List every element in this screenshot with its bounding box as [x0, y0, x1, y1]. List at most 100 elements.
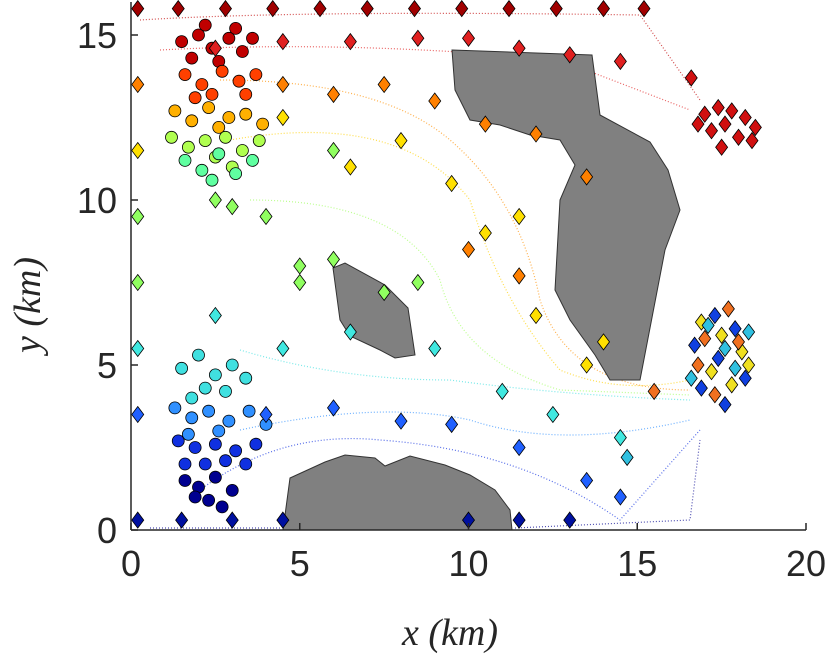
point: [225, 358, 239, 372]
point: [478, 115, 492, 133]
point: [647, 382, 661, 401]
point: [728, 359, 742, 377]
point: [691, 356, 705, 374]
point: [408, 0, 421, 18]
point: [212, 121, 226, 134]
point: [563, 46, 577, 64]
point: [195, 78, 209, 91]
point: [711, 98, 725, 117]
point: [701, 316, 715, 335]
point: [131, 405, 145, 424]
point: [219, 384, 232, 398]
point: [175, 361, 189, 375]
point: [198, 18, 212, 32]
point: [708, 386, 722, 404]
point: [377, 75, 391, 94]
point: [495, 382, 509, 401]
point: [202, 404, 216, 418]
point: [192, 28, 205, 42]
point: [462, 29, 475, 47]
y-tick-label: 0: [97, 510, 117, 551]
point: [229, 444, 243, 458]
point: [181, 140, 195, 154]
point: [327, 250, 340, 269]
point: [249, 68, 263, 81]
point: [613, 488, 627, 506]
point: [411, 29, 425, 47]
marks: [131, 0, 762, 529]
point: [597, 333, 610, 351]
x-tick-label: 5: [290, 543, 310, 584]
point: [131, 75, 145, 94]
point: [327, 85, 340, 104]
point: [256, 117, 270, 131]
point: [188, 441, 202, 454]
point: [708, 306, 722, 325]
point: [259, 207, 273, 226]
point: [205, 173, 219, 187]
point: [178, 153, 192, 167]
point: [131, 0, 145, 18]
x-tick-label: 0: [121, 543, 141, 584]
point: [343, 323, 357, 341]
point: [198, 134, 212, 148]
point: [232, 74, 246, 88]
point: [178, 474, 192, 487]
point: [215, 64, 229, 78]
point: [705, 362, 718, 381]
point: [738, 369, 752, 387]
point: [205, 88, 219, 101]
point: [738, 108, 752, 127]
point: [613, 52, 627, 71]
point: [178, 457, 192, 471]
point: [212, 424, 226, 438]
y-axis-label: y (km): [7, 257, 49, 357]
point: [327, 141, 340, 160]
point: [239, 457, 253, 471]
point: [246, 31, 259, 45]
point: [131, 511, 145, 529]
point: [208, 191, 222, 209]
point: [688, 336, 702, 354]
point: [276, 32, 290, 51]
point: [529, 125, 543, 143]
point: [219, 130, 232, 144]
point: [580, 356, 594, 374]
point: [195, 163, 209, 177]
point: [188, 91, 202, 105]
point: [445, 174, 459, 193]
point: [445, 415, 459, 434]
point: [276, 511, 290, 529]
point: [462, 240, 475, 259]
x-tick-label: 20: [786, 543, 826, 584]
point: [225, 197, 239, 216]
point: [718, 339, 732, 358]
point: [546, 405, 560, 424]
point: [212, 147, 226, 161]
point: [705, 122, 718, 140]
point: [242, 404, 256, 418]
point: [202, 493, 216, 507]
point: [225, 483, 239, 497]
point: [715, 326, 729, 344]
point: [208, 470, 222, 484]
point: [178, 68, 192, 81]
point: [293, 273, 307, 292]
point: [225, 511, 239, 529]
point: [732, 333, 745, 351]
point: [198, 381, 212, 395]
point: [222, 31, 236, 45]
x-tick-label: 10: [448, 543, 488, 584]
point: [711, 349, 725, 368]
point: [171, 434, 185, 448]
point: [597, 0, 610, 18]
point: [512, 207, 526, 226]
point: [131, 273, 145, 292]
point: [219, 0, 232, 18]
point: [725, 376, 739, 394]
point: [175, 35, 189, 48]
point: [377, 283, 391, 302]
point: [684, 369, 698, 387]
point: [239, 371, 253, 385]
